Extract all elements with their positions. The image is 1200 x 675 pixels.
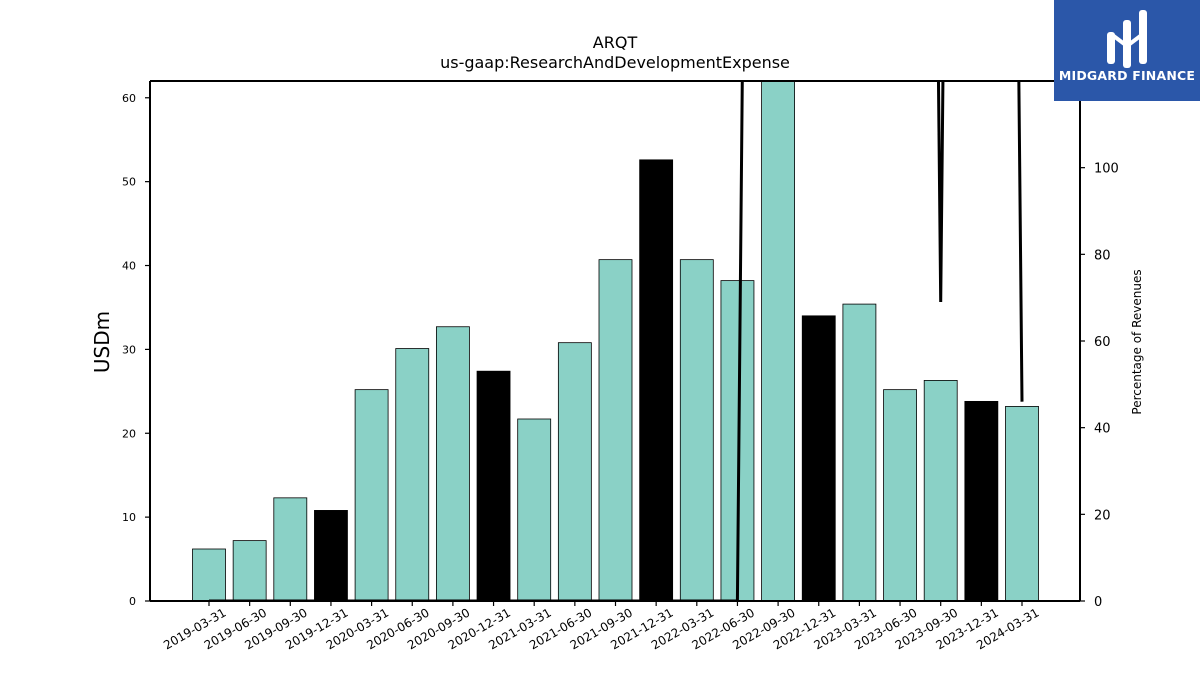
bar-2022-12-31 (801, 315, 836, 601)
y-right-tick-label: 0 (1094, 595, 1102, 610)
bar-2019-03-31 (192, 548, 226, 601)
y-tick-label: 40 (122, 260, 136, 273)
y-right-tick-label: 100 (1094, 162, 1119, 177)
bar-2024-03-31 (1005, 406, 1039, 601)
y-tick-label: 60 (122, 92, 136, 105)
y-right-tick-label: 20 (1094, 508, 1111, 523)
y-axis-label-right: Percentage of Revenues (1130, 269, 1144, 414)
logo-text: MIDGARD FINANCE (1058, 68, 1196, 83)
y-tick-label: 30 (122, 343, 136, 356)
bar-2020-09-30 (435, 326, 470, 601)
y-tick-label: 20 (122, 427, 136, 440)
chart-title: ARQT (593, 33, 638, 52)
bar-2020-12-31 (476, 370, 511, 601)
bar-2019-12-31 (314, 510, 348, 601)
midgard-finance-logo: MIDGARD FINANCE (1054, 0, 1200, 101)
bar-2021-06-30 (557, 342, 592, 601)
bar-2021-12-31 (639, 159, 674, 601)
y-right-tick-label: 80 (1094, 248, 1111, 263)
bar-2023-03-31 (842, 303, 877, 601)
bar-2022-09-30 (761, 81, 795, 601)
bar-group (192, 81, 1039, 601)
chart-subtitle: us-gaap:ResearchAndDevelopmentExpense (440, 53, 790, 72)
bar-2022-03-31 (679, 259, 714, 601)
bar-2019-06-30 (232, 540, 267, 601)
y-right-tick-label: 40 (1094, 422, 1111, 437)
y-tick-label: 10 (122, 511, 136, 524)
bar-2023-12-31 (964, 400, 999, 601)
bar-2023-06-30 (883, 389, 917, 601)
y-tick-label: 50 (122, 176, 136, 189)
y-tick-label: 0 (129, 595, 136, 608)
bar-2021-03-31 (517, 418, 552, 601)
bar-2023-09-30 (923, 380, 958, 601)
y-right-tick-label: 60 (1094, 335, 1111, 350)
bar-2021-09-30 (598, 259, 633, 601)
bar-2020-06-30 (395, 348, 430, 601)
logo-mark-icon (1107, 10, 1147, 68)
bar-2020-03-31 (354, 389, 389, 601)
y-axis-label: USDm (90, 311, 114, 373)
bar-2019-09-30 (273, 497, 308, 601)
